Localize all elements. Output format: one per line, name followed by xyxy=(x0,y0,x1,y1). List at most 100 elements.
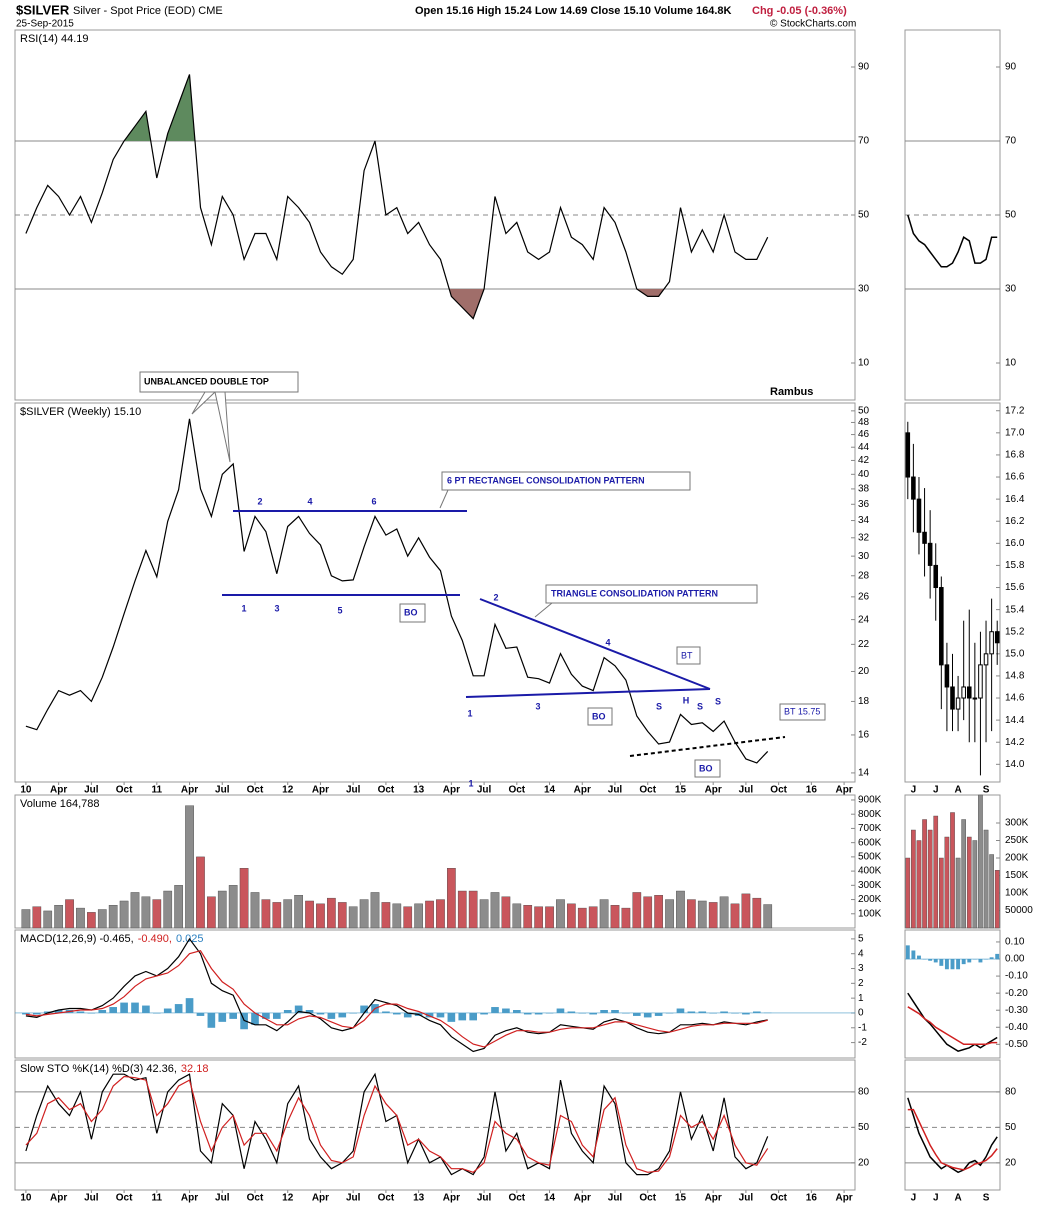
point-label: 2 xyxy=(257,496,262,506)
y-tick-label: 17.2 xyxy=(1005,405,1025,416)
x-tick-label: Oct xyxy=(770,785,787,796)
callout-box xyxy=(399,603,426,623)
y-tick-label: 50 xyxy=(858,405,870,416)
panel-title-part: RSI(14) 44.19 xyxy=(20,33,88,45)
y-tick-label: 18 xyxy=(858,696,870,707)
candle-body xyxy=(911,476,916,500)
histogram-bar xyxy=(753,1011,761,1013)
candle-body xyxy=(972,697,978,700)
x-tick-label: Apr xyxy=(443,1193,460,1204)
y-tick-label: 90 xyxy=(1005,62,1017,73)
y-tick-label: 800K xyxy=(858,809,882,820)
volume-bar xyxy=(490,892,500,929)
x-tick-label: S xyxy=(983,785,990,796)
panel-title-part: Slow STO %K(14) %D(3) 42.36, xyxy=(20,1063,177,1075)
y-tick-label: 80 xyxy=(858,1087,870,1098)
volume-bar xyxy=(610,905,620,929)
panel xyxy=(14,929,856,1059)
point-label: 4 xyxy=(605,637,610,647)
volume-bar xyxy=(911,829,916,929)
histogram-bar xyxy=(905,945,910,960)
y-tick-label: 44 xyxy=(858,442,870,453)
histogram-bar xyxy=(944,959,949,970)
x-tick-label: J xyxy=(911,1193,917,1204)
histogram-bar xyxy=(240,1012,248,1030)
y-tick-label: 14.0 xyxy=(1005,759,1025,770)
volume-bar xyxy=(425,900,434,929)
y-tick-label: 34 xyxy=(858,515,870,526)
panel xyxy=(904,929,1001,1059)
volume-bar xyxy=(327,897,336,929)
callout-box xyxy=(587,707,613,726)
volume-bar xyxy=(621,907,631,929)
x-tick-label: 15 xyxy=(675,785,687,796)
histogram-bar xyxy=(676,1008,685,1013)
volume-bar xyxy=(87,912,96,929)
y-tick-label: 200K xyxy=(858,894,882,905)
histogram-bar xyxy=(491,1007,499,1013)
volume-bar xyxy=(961,819,966,929)
histogram-bar xyxy=(305,1010,314,1013)
author: Rambus xyxy=(770,386,813,398)
x-tick-label: Oct xyxy=(378,785,395,796)
y-tick-label: 0 xyxy=(858,1008,864,1019)
volume-bar xyxy=(141,896,151,929)
volume-bar xyxy=(479,899,489,929)
volume-bar xyxy=(163,890,173,929)
y-tick-label: 500K xyxy=(858,852,882,863)
panels: 10 Apr Jul Oct 11 Apr Jul Oct 12 Apr Jul Oct 13 Apr Ju… xyxy=(14,29,1033,1204)
y-tick-label: 150K xyxy=(1005,870,1029,881)
x-tick-label: Jul xyxy=(477,785,492,796)
volume-bar xyxy=(939,857,944,929)
volume-bar xyxy=(687,899,696,929)
quote: Open 15.16 High 15.24 Low 14.69 Close 15… xyxy=(415,5,732,17)
histogram-bar xyxy=(939,959,944,966)
x-tick-label: Oct xyxy=(247,1193,264,1204)
histogram-bar xyxy=(262,1012,270,1019)
y-tick-label: 16.0 xyxy=(1005,538,1025,549)
x-tick-label: Oct xyxy=(116,785,133,796)
source: © StockCharts.com xyxy=(770,19,856,30)
panel-title: MACD(12,26,9) -0.465, -0.490, 0.025 xyxy=(20,933,204,945)
x-tick-label: Apr xyxy=(312,1193,329,1204)
volume-bar xyxy=(65,899,74,929)
candle-body xyxy=(927,542,933,566)
volume-bar xyxy=(348,906,358,929)
y-tick-label: 20 xyxy=(858,666,870,677)
volume-bar xyxy=(359,899,369,929)
volume-bar xyxy=(228,885,238,929)
volume-bar xyxy=(130,892,140,929)
volume-bar xyxy=(752,897,762,929)
y-tick-label: 28 xyxy=(858,570,870,581)
histogram-bar xyxy=(589,1012,597,1015)
x-tick-label: 11 xyxy=(152,785,163,796)
panel-title: RSI(14) 44.19 xyxy=(20,33,88,45)
series-line xyxy=(907,1108,998,1171)
y-tick-label: 50 xyxy=(1005,1122,1017,1133)
y-tick-label: 48 xyxy=(858,417,870,428)
y-tick-label: 3 xyxy=(858,963,864,974)
panel xyxy=(14,794,856,929)
volume-bar xyxy=(643,896,653,929)
volume-bar xyxy=(697,900,707,929)
point-label: 2 xyxy=(493,592,498,602)
histogram-bar xyxy=(43,1011,52,1013)
x-tick-label: A xyxy=(954,785,961,796)
histogram-bar xyxy=(338,1012,347,1018)
series-line xyxy=(25,418,769,764)
histogram-bar xyxy=(33,1012,41,1015)
histogram-bar xyxy=(196,1012,205,1016)
y-tick-label: 100K xyxy=(1005,888,1029,899)
y-tick-label: 200K xyxy=(1005,853,1029,864)
y-tick-label: 0.10 xyxy=(1005,937,1025,948)
y-tick-label: 14.4 xyxy=(1005,715,1025,726)
x-tick-label: Apr xyxy=(50,1193,67,1204)
y-tick-label: 32 xyxy=(858,532,870,543)
volume-bar xyxy=(730,903,740,929)
histogram-bar xyxy=(687,1011,696,1013)
y-tick-label: -1 xyxy=(858,1022,867,1033)
histogram-bar xyxy=(633,1012,641,1016)
volume-bar xyxy=(447,868,456,929)
candle-body xyxy=(905,432,911,478)
volume-bar xyxy=(916,840,922,929)
